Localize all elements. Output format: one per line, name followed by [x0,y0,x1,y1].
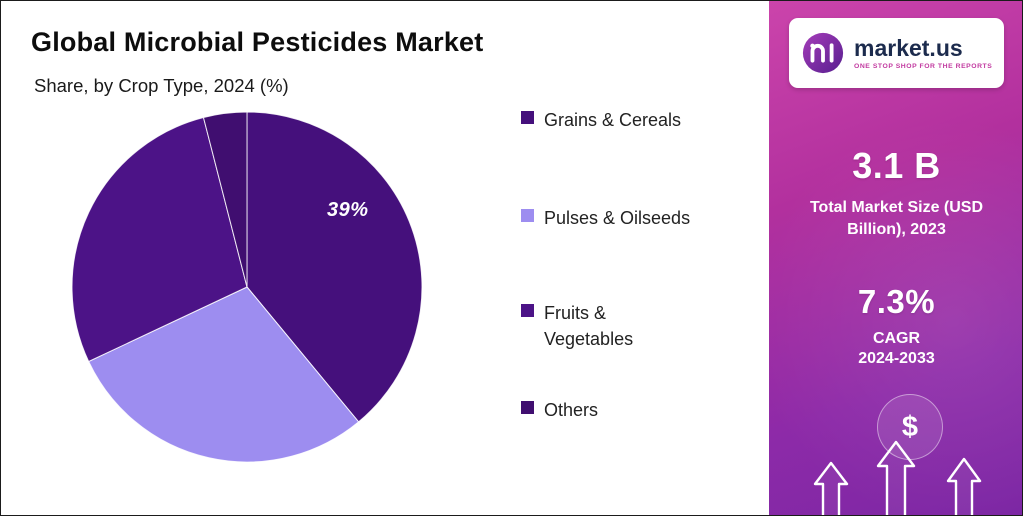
marketus-logo-icon [802,32,844,74]
pie-slice-pulses-oilseeds [87,286,360,463]
pie-chart-container [61,101,433,473]
legend-label-others: Others [544,400,599,421]
legend-label-fruits: Fruits & Vegetables [544,303,634,350]
chart-area: Global Microbial Pesticides Market Share… [1,1,769,515]
brand-tagline: ONE STOP SHOP FOR THE REPORTS [854,63,993,71]
sidebar-panel: market.us ONE STOP SHOP FOR THE REPORTS … [769,1,1022,515]
cagr-value: 7.3% [857,283,936,320]
market-size-stat: 3.1 B Total Market Size (USD Billion), 2… [769,145,1022,242]
page-title: Global Microbial Pesticides Market [31,27,484,57]
legend-label-pulses: Pulses & Oilseeds [544,208,691,229]
pie-slice-others [202,111,248,288]
market-size-label: Total Market Size (USD Billion), 2023 [809,199,984,239]
legend-item-pulses: Pulses & Oilseeds [521,205,751,231]
legend-item-grains: Grains & Cereals [521,107,751,133]
brand-text: market.us ONE STOP SHOP FOR THE REPORTS [854,36,992,70]
pie-slice-fruits-vegetables [71,116,248,363]
cagr-label: CAGR [872,330,921,347]
cagr-stat: 7.3% CAGR 2024-2033 [769,283,1022,368]
legend-item-fruits: Fruits & Vegetables [521,300,751,352]
growth-arrows-icon [813,440,982,515]
legend-label-grains: Grains & Cereals [544,110,682,130]
legend-swatch-pulses [521,209,534,223]
brand-card: market.us ONE STOP SHOP FOR THE REPORTS [789,18,1004,88]
legend-swatch-grains [521,111,534,124]
market-size-value: 3.1 B [852,145,941,186]
legend-swatch-fruits [521,304,534,318]
chart-subtitle: Share, by Crop Type, 2024 (%) [34,75,289,96]
brand-name: market.us [854,34,963,61]
pie-slice-grains-cereals [246,111,423,423]
legend-item-others: Others [521,397,751,423]
dollar-icon: $ [877,394,943,460]
pie-chart [71,111,423,463]
cagr-period: 2024-2033 [858,350,935,367]
pie-data-label: 39% [327,199,369,221]
chart-legend: Grains & Cereals Pulses & Oilseeds Fruit… [521,107,751,423]
legend-swatch-others [521,401,534,415]
